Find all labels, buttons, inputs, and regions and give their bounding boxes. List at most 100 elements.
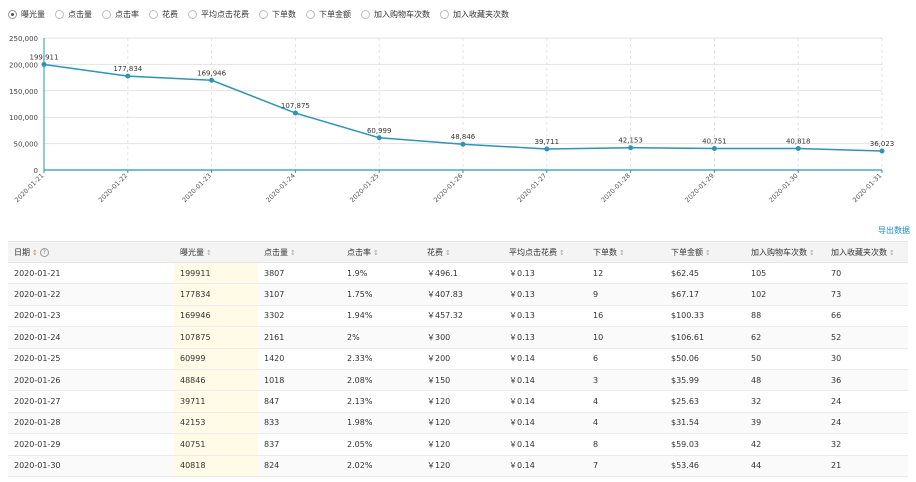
table-cell: 70 [825,262,908,285]
table-cell: 2020-01-21 [8,262,174,285]
table-cell: 16 [587,305,665,328]
column-header[interactable]: 点击量 ↕ [258,241,341,263]
table-cell: ￥496.1 [421,262,503,285]
sort-icon[interactable]: ↕ [206,248,212,257]
column-header[interactable]: 加入收藏夹次数 ↕ [825,241,908,263]
table-cell: 40751 [174,433,258,456]
y-tick-label: 50,000 [14,141,39,149]
sort-icon[interactable]: ↕ [705,248,711,257]
radio-button[interactable] [306,9,315,19]
metric-option[interactable]: 花费 [149,9,178,20]
data-point [125,73,131,79]
x-tick-label: 2020-01-29 [683,172,715,204]
metric-option-label: 点击量 [68,9,92,19]
metric-option-label: 曝光量 [21,9,45,19]
column-header[interactable]: 下单数 ↕ [587,241,665,263]
table-cell: $31.54 [665,412,745,435]
metric-selector: 曝光量 点击量 点击率 花费 平均点击花费 下单数 下单金额 加入购物车次数 加入收藏夹次数 [8,6,519,22]
export-data-link[interactable]: 导出数据 [878,226,910,235]
table-cell: 2020-01-30 [8,455,174,477]
metric-option[interactable]: 下单金额 [306,9,351,20]
table-cell: ￥0.14 [503,369,587,392]
metric-option[interactable]: 点击量 [55,9,92,20]
table-row: 2020-01-22 177834 3107 1.75% ￥407.83 ￥0.13 9 $6… [8,283,908,306]
sort-icon[interactable]: ↕ [373,248,379,257]
radio-button[interactable] [149,9,158,19]
column-header[interactable]: 曝光量 ↕ [174,241,258,263]
radio-button[interactable] [259,9,268,19]
table-row: 2020-01-30 40818 824 2.02% ￥120 ￥0.14 7 $53.46 4… [8,455,908,477]
column-header-label: 点击量 [264,247,288,257]
table-cell: ￥0.14 [503,348,587,370]
data-point [41,61,47,67]
data-label: 107,875 [281,102,310,110]
radio-button[interactable] [102,9,111,19]
sort-icon[interactable]: ↕ [32,248,38,257]
table-cell: $67.17 [665,283,745,306]
column-header[interactable]: 花费 ↕ [421,241,503,263]
table-cell: 2020-01-27 [8,390,174,413]
sort-icon[interactable]: ↕ [619,248,625,257]
sort-icon[interactable]: ↕ [809,248,815,257]
metric-option[interactable]: 平均点击花费 [188,9,249,20]
metric-option[interactable]: 曝光量 [8,9,45,20]
x-tick-label: 2020-01-23 [181,172,213,204]
column-header[interactable]: 下单金额 ↕ [665,241,745,263]
metric-option[interactable]: 加入收藏夹次数 [440,9,509,20]
y-tick-label: 150,000 [9,88,38,96]
table-cell: 1.75% [341,283,421,306]
radio-button[interactable] [55,9,64,19]
table-cell: ￥0.14 [503,455,587,477]
data-label: 48,846 [451,133,476,141]
table-cell: 52 [825,326,908,349]
table-cell: 21 [825,455,908,477]
radio-button[interactable] [8,9,17,19]
data-label: 169,946 [197,69,226,77]
table-cell: 1.94% [341,305,421,328]
table-cell: 2020-01-24 [8,326,174,349]
sort-icon[interactable]: ↕ [445,248,451,257]
data-point [544,146,550,152]
table-cell: 48846 [174,369,258,392]
table-cell: 107875 [174,326,258,349]
table-cell: 12 [587,262,665,285]
table-cell: 50 [745,348,825,370]
radio-button[interactable] [188,9,197,19]
data-label: 199,911 [30,53,59,61]
column-header[interactable]: 平均点击花费 ↕ [503,241,587,263]
metric-option-label: 平均点击花费 [201,9,249,19]
table-cell: 1.98% [341,412,421,435]
sort-icon[interactable]: ↕ [889,248,895,257]
column-header[interactable]: 加入购物车次数 ↕ [745,241,825,263]
table-cell: $100.33 [665,305,745,328]
x-tick-label: 2020-01-26 [432,172,464,204]
metric-option[interactable]: 下单数 [259,9,296,20]
column-header-label: 点击率 [347,247,371,257]
column-header-label: 日期 [14,247,30,257]
radio-button[interactable] [361,9,370,19]
x-tick-label: 2020-01-24 [264,172,296,204]
column-header-label: 下单金额 [671,247,703,257]
metric-option[interactable]: 点击率 [102,9,139,20]
table-cell: 42153 [174,412,258,435]
table-cell: 62 [745,326,825,349]
table-cell: 1018 [258,369,341,392]
table-cell: 2020-01-22 [8,283,174,306]
metric-option-label: 花费 [162,9,178,19]
metric-option[interactable]: 加入购物车次数 [361,9,430,20]
table-row: 2020-01-27 39711 847 2.13% ￥120 ￥0.14 4 $25.63 3… [8,390,908,413]
table-cell: 169946 [174,305,258,328]
table-cell: 3107 [258,283,341,306]
radio-button[interactable] [440,9,449,19]
table-cell: 32 [745,390,825,413]
column-header[interactable]: 点击率 ↕ [341,241,421,263]
data-point [879,148,885,154]
column-header-label: 花费 [427,247,443,257]
column-header[interactable]: 日期 ↕? [8,241,174,263]
table-cell: 9 [587,283,665,306]
data-point [292,110,298,116]
sort-icon[interactable]: ↕ [559,248,565,257]
x-tick-label: 2020-01-25 [348,172,380,204]
help-icon[interactable]: ? [39,247,49,257]
sort-icon[interactable]: ↕ [290,248,296,257]
